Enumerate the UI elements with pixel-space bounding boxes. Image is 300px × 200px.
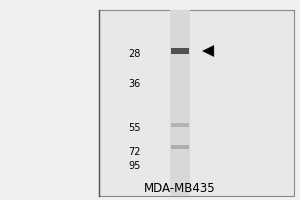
- Text: MDA-MB435: MDA-MB435: [144, 182, 216, 194]
- Bar: [99, 10, 294, 196]
- Bar: [171, 145, 189, 149]
- Text: 36: 36: [129, 79, 141, 89]
- Bar: [171, 48, 189, 53]
- Text: 28: 28: [129, 49, 141, 59]
- Text: 95: 95: [129, 161, 141, 171]
- Text: 72: 72: [128, 147, 141, 157]
- Bar: [171, 123, 189, 127]
- Text: 55: 55: [128, 123, 141, 133]
- Polygon shape: [202, 45, 214, 57]
- Bar: [170, 10, 190, 196]
